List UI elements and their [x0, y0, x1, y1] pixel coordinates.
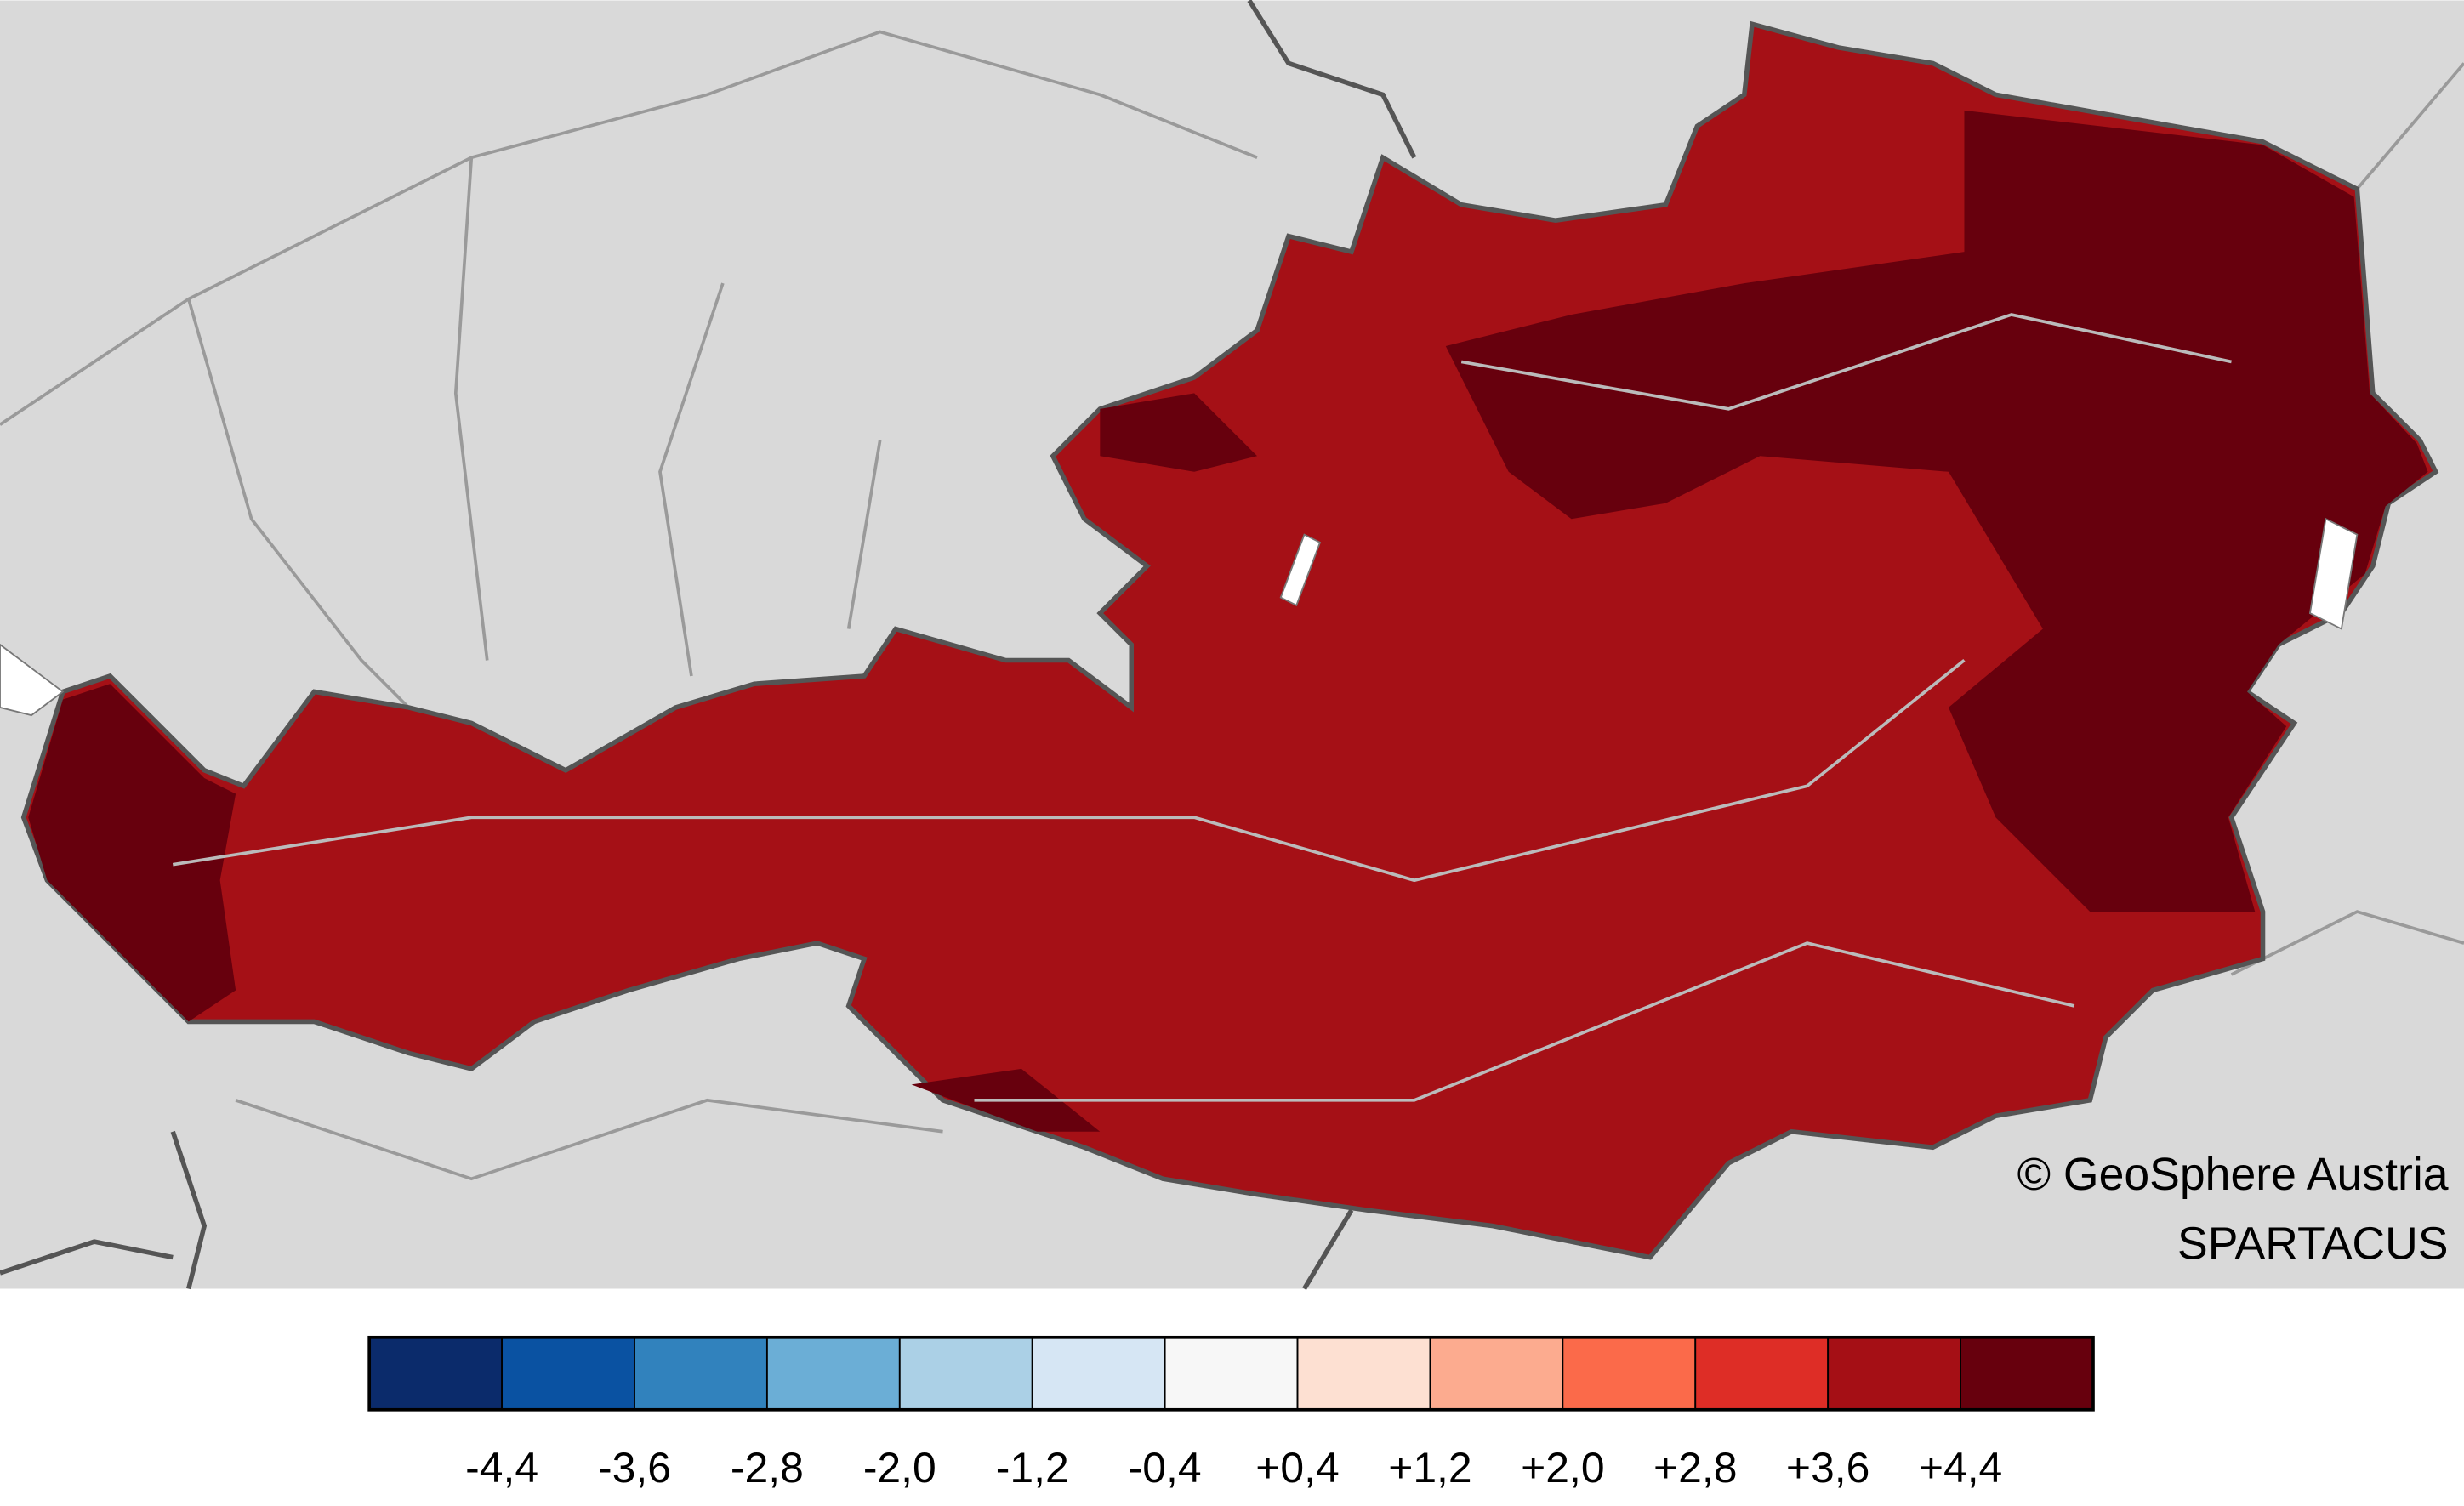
legend-label: -2,0	[863, 1444, 936, 1492]
legend-swatch	[1296, 1336, 1431, 1411]
legend-label: +2,0	[1521, 1444, 1604, 1492]
legend-swatch	[1164, 1336, 1299, 1411]
credit: © GeoSphere Austria	[2017, 1150, 2449, 1200]
rivers-austria	[172, 313, 2232, 1102]
legend-swatch	[898, 1336, 1033, 1411]
legend-swatch	[1562, 1336, 1697, 1411]
lakes	[0, 517, 2359, 717]
legend-swatch	[1960, 1336, 2094, 1411]
legend-swatch	[501, 1336, 635, 1411]
legend-label: +4,4	[1919, 1444, 2002, 1492]
rivers-neighbours	[0, 30, 2464, 1181]
legend-swatch	[1694, 1336, 1830, 1411]
legend-label: -2,8	[731, 1444, 804, 1492]
legend-label: +3,6	[1786, 1444, 1869, 1492]
legend: -4,4 -3,6 -2,8 -2,0 -1,2 -0,4 +0,4 +1,2 +2,0 +2,8…	[367, 1335, 2095, 1492]
legend-swatch	[1031, 1336, 1166, 1411]
legend-swatch	[1827, 1336, 1961, 1411]
legend-frame	[367, 1335, 2095, 1412]
legend-swatch	[634, 1336, 768, 1411]
source: SPARTACUS	[2177, 1219, 2448, 1269]
legend-label: -4,4	[465, 1444, 538, 1492]
legend-label: +0,4	[1255, 1444, 1339, 1492]
legend-label: -3,6	[598, 1444, 671, 1492]
legend-swatch	[368, 1336, 504, 1411]
legend-label: +1,2	[1388, 1444, 1471, 1492]
borders	[0, 0, 1417, 1290]
legend-swatch	[1429, 1336, 1564, 1411]
legend-label: -1,2	[996, 1444, 1069, 1492]
legend-swatch	[765, 1336, 901, 1411]
legend-label: +2,8	[1653, 1444, 1737, 1492]
warmest-areas	[28, 110, 2428, 1132]
legend-label: -0,4	[1129, 1444, 1202, 1492]
